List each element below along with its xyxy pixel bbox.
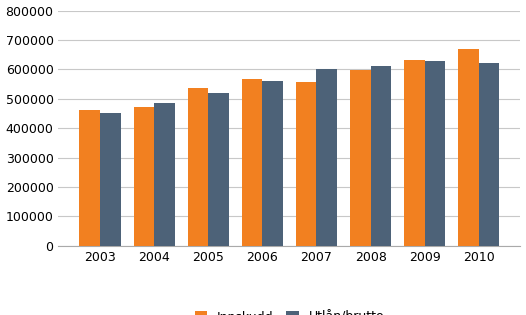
Bar [208, 93, 229, 246]
Bar [404, 60, 425, 246]
Bar [242, 79, 262, 246]
Bar [262, 81, 283, 246]
Bar [479, 63, 500, 246]
Bar [350, 70, 371, 246]
Bar [371, 66, 391, 246]
Bar [100, 112, 120, 246]
Bar [425, 60, 446, 246]
Bar [188, 88, 208, 246]
Bar [296, 82, 317, 246]
Legend: Innskudd, Utlån/brutto: Innskudd, Utlån/brutto [189, 306, 389, 315]
Bar [317, 69, 337, 246]
Bar [154, 103, 175, 246]
Bar [458, 49, 479, 246]
Bar [79, 110, 100, 246]
Bar [134, 107, 154, 246]
